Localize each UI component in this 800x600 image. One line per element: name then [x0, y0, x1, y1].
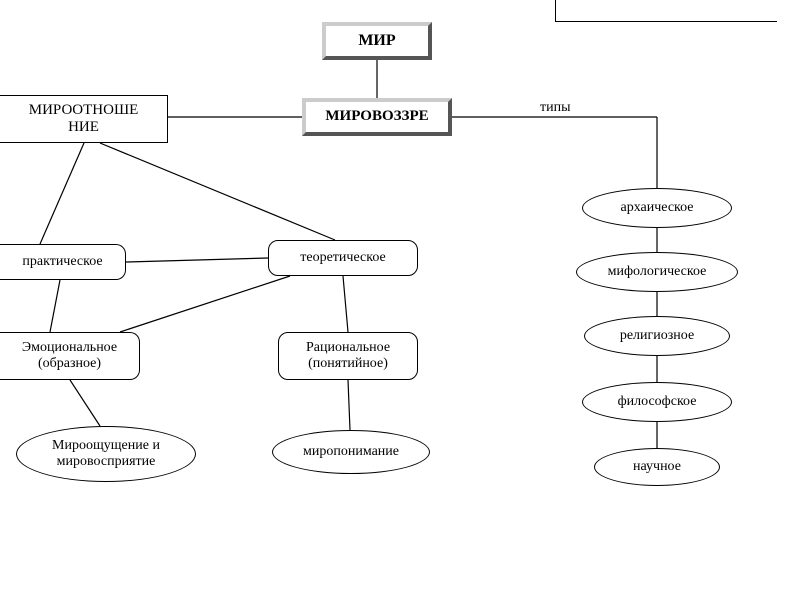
diagram-canvas: МИР МИРОВОЗЗРЕ МИРООТНОШЕ НИЕ типы практ… [0, 0, 800, 600]
node-arhaicheskoe-text: архаическое [620, 200, 693, 216]
node-mir-text: МИР [358, 32, 395, 50]
node-racionalnoe-text: Рациональное (понятийное) [306, 340, 390, 372]
node-teoreticheskoe-text: теоретическое [300, 250, 385, 266]
node-mir: МИР [322, 22, 432, 60]
node-mirootnoshenie: МИРООТНОШЕ НИЕ [0, 95, 168, 143]
node-nauchnoe-text: научное [633, 459, 681, 475]
partial-top-box [555, 0, 777, 22]
label-tipy: типы [540, 100, 571, 116]
node-emocionalnoe: Эмоциональное (образное) [0, 332, 140, 380]
node-prakticheskoe: практическое [0, 244, 126, 280]
node-filosofskoe: философское [582, 382, 732, 422]
node-nauchnoe: научное [594, 448, 720, 486]
node-religioznoe-text: религиозное [620, 328, 694, 344]
node-mifologicheskoe: мифологическое [576, 252, 738, 292]
node-religioznoe: религиозное [584, 316, 730, 356]
node-mirovozzre-text: МИРОВОЗЗРЕ [325, 108, 428, 125]
label-tipy-text: типы [540, 100, 571, 115]
node-racionalnoe: Рациональное (понятийное) [278, 332, 418, 380]
node-mirooshushenie-text: Мироощущение и мировосприятие [52, 438, 160, 470]
edges-layer [0, 0, 800, 600]
node-mifologicheskoe-text: мифологическое [608, 264, 707, 280]
node-filosofskoe-text: философское [618, 394, 697, 410]
node-arhaicheskoe: архаическое [582, 188, 732, 228]
node-mirootnoshenie-text: МИРООТНОШЕ НИЕ [29, 102, 138, 137]
node-prakticheskoe-text: практическое [22, 254, 102, 270]
node-teoreticheskoe: теоретическое [268, 240, 418, 276]
node-mirovozzre: МИРОВОЗЗРЕ [302, 98, 452, 136]
node-miroponimanie: миропонимание [272, 430, 430, 474]
node-emocionalnoe-text: Эмоциональное (образное) [22, 340, 117, 372]
node-miroponimanie-text: миропонимание [303, 444, 399, 460]
node-mirooshushenie: Мироощущение и мировосприятие [16, 426, 196, 482]
